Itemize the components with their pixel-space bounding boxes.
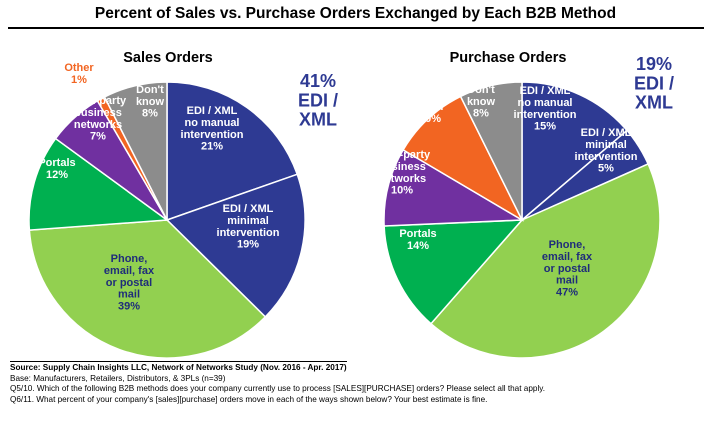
title-underline bbox=[8, 27, 704, 29]
purchase-slice-label-3: Portals 14% bbox=[399, 228, 436, 252]
sales-slice-3 bbox=[28, 137, 170, 231]
purchase-slice-3 bbox=[383, 219, 524, 325]
purchase-slice-4 bbox=[383, 148, 525, 227]
sales-slice-label-2: Phone, email, fax or postal mail 39% bbox=[104, 253, 155, 313]
sales-slice-label-0: EDI / XML no manual intervention 21% bbox=[181, 105, 244, 153]
sales-slice-6 bbox=[103, 81, 168, 221]
sales-slice-label-3: Portals 12% bbox=[38, 157, 75, 181]
purchase-slice-6 bbox=[459, 81, 523, 221]
base-note: Base: Manufacturers, Retailers, Distribu… bbox=[10, 373, 226, 383]
purchase-slice-label-1: EDI / XML minimal intervention 5% bbox=[575, 127, 638, 175]
page-title: Percent of Sales vs. Purchase Orders Exc… bbox=[94, 5, 617, 22]
sales-slice-2 bbox=[28, 219, 267, 359]
footer: Source: Supply Chain Insights LLC, Netwo… bbox=[10, 361, 705, 405]
purchase-slice-label-2: Phone, email, fax or postal mail 47% bbox=[542, 239, 593, 299]
purchase-slice-label-6: Don't know 8% bbox=[467, 84, 496, 120]
purchase-edi-annotation: 19% EDI / XML bbox=[634, 54, 674, 113]
sales-slice-label-4: Multi-party business networks 7% bbox=[70, 95, 127, 143]
purchase-slice-2 bbox=[429, 162, 661, 359]
sales-edi-annotation: 41% EDI / XML bbox=[298, 71, 338, 130]
purchase-slice-label-0: EDI / XML no manual intervention 15% bbox=[514, 85, 577, 133]
purchase-pie-title: Purchase Orders bbox=[450, 50, 567, 66]
source-note: Source: Supply Chain Insights LLC, Netwo… bbox=[10, 361, 347, 372]
purchase-slice-0 bbox=[521, 81, 629, 222]
sales-slice-label-6: Don't know 8% bbox=[136, 84, 165, 120]
purchase-slice-label-5: Other 10% bbox=[415, 101, 445, 125]
sales-pie-title: Sales Orders bbox=[123, 50, 212, 66]
question-note-2: Q6/11. What percent of your company's [s… bbox=[10, 394, 488, 404]
sales-slice-1 bbox=[165, 173, 306, 318]
question-note-1: Q5/10. Which of the following B2B method… bbox=[10, 384, 546, 394]
sales-slice-label-1: EDI / XML minimal intervention 19% bbox=[217, 203, 280, 251]
purchase-slice-5 bbox=[402, 95, 524, 222]
sales-slice-label-5: Other 1% bbox=[64, 62, 94, 86]
purchase-slice-label-4: Multi-party business networks 10% bbox=[374, 149, 431, 197]
